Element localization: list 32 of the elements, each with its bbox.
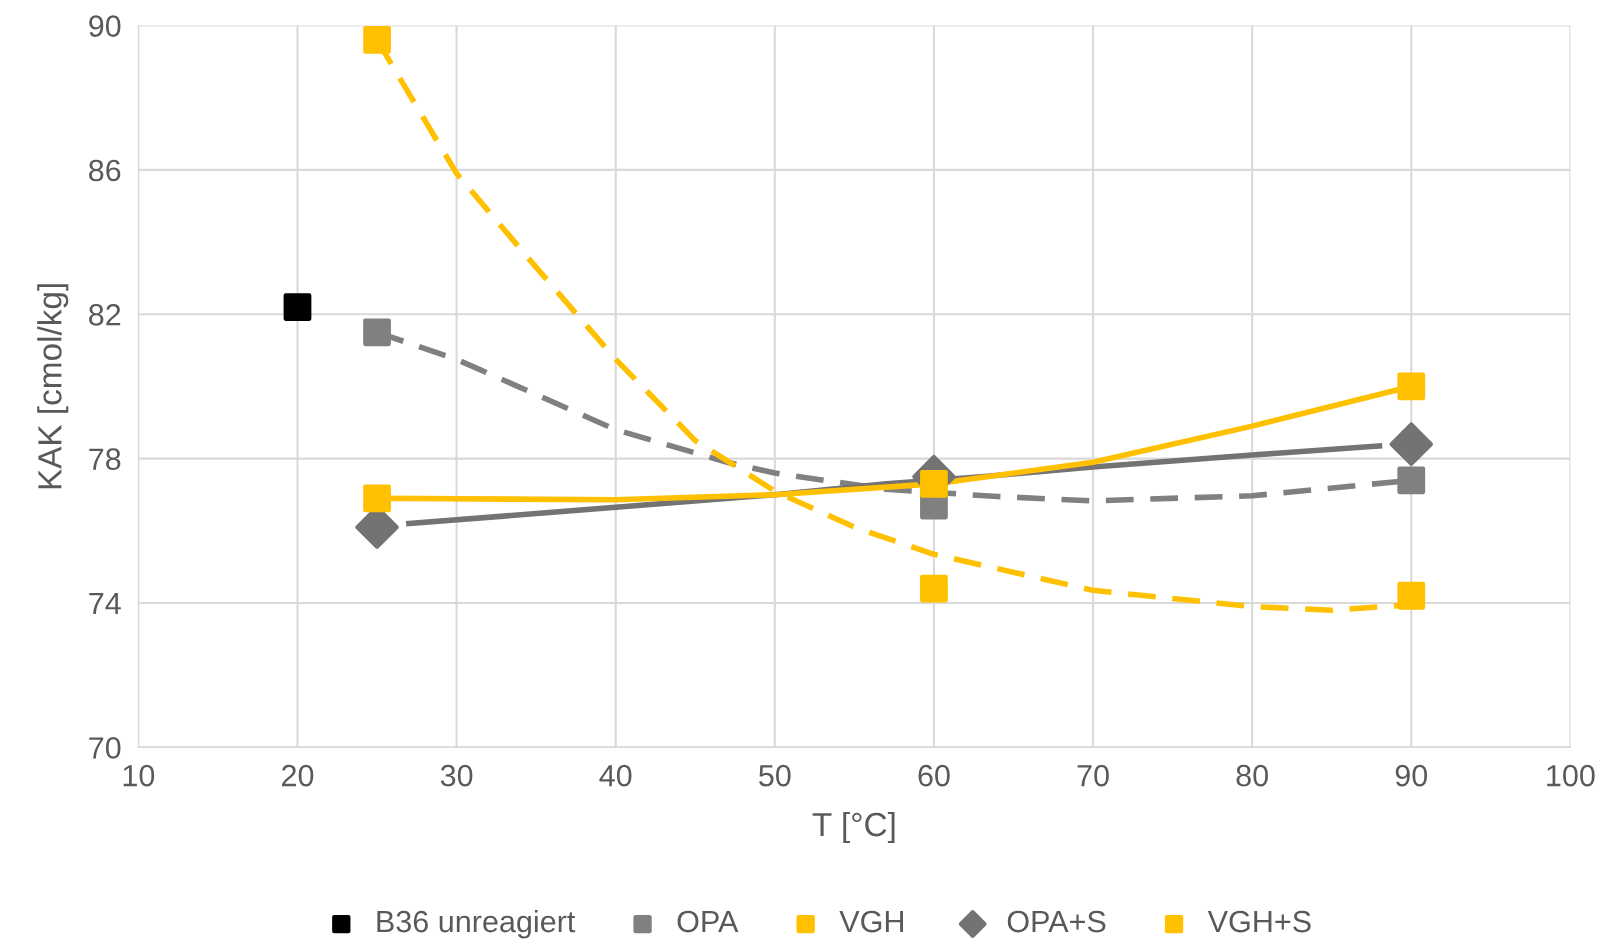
y-tick-label: 74 <box>89 593 121 615</box>
x-axis-title: T [°C] <box>812 811 895 844</box>
legend-label: VGH <box>839 910 903 933</box>
legend-label: B36 unreagiert <box>377 909 576 939</box>
legend-label: VGH+S <box>1207 910 1311 933</box>
x-tick-label: 40 <box>599 764 632 787</box>
point <box>1397 466 1426 495</box>
y-tick-label: 78 <box>89 448 121 470</box>
x-tick-label: 100 <box>1547 764 1595 787</box>
point <box>1397 372 1426 401</box>
y-tick-label: 90 <box>89 15 121 37</box>
y-tick-label: 82 <box>89 304 121 326</box>
x-tick-label: 90 <box>1395 764 1428 787</box>
point <box>363 484 391 513</box>
x-tick-label: 30 <box>440 764 473 787</box>
x-tick-label: 20 <box>282 764 314 787</box>
legend-label: OPA+S <box>1007 910 1106 933</box>
legend-label: OPA <box>677 910 739 933</box>
point <box>1397 581 1426 610</box>
point <box>920 574 948 603</box>
point <box>363 26 391 54</box>
y-tick-label: 86 <box>89 159 121 182</box>
y-axis-title: KAK [cmol/kg] <box>37 284 69 489</box>
x-tick-label: 60 <box>918 764 950 787</box>
y-tick-label: 70 <box>89 737 121 759</box>
x-tick-label: 70 <box>1077 764 1109 787</box>
point <box>283 293 312 321</box>
point <box>1389 422 1434 466</box>
x-tick-label: 10 <box>123 764 155 787</box>
x-tick-label: 80 <box>1236 764 1268 787</box>
point <box>363 318 391 347</box>
x-tick-label: 50 <box>759 764 791 787</box>
